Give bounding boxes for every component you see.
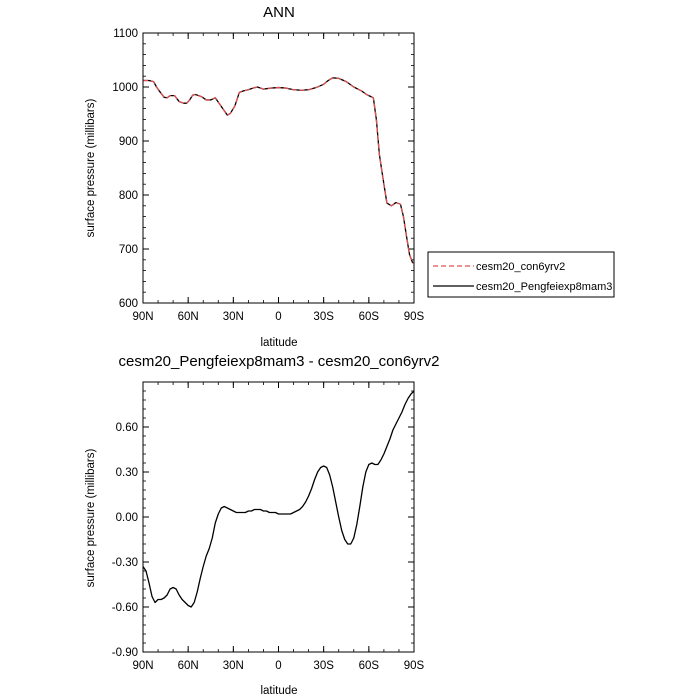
x-axis-label: latitude (260, 337, 297, 349)
plot-frame (142, 32, 415, 304)
x-tick-label: 90N (132, 311, 153, 323)
legend-label-control: cesm20_con6yrv2 (476, 261, 565, 273)
series-line-0 (142, 390, 415, 608)
pressure-chart: ANN surface pressure (millibars) latitud… (85, 4, 615, 349)
x-tick-label: 60S (359, 660, 380, 672)
y-tick-label: -0.60 (112, 602, 138, 614)
x-tick-label: 90N (132, 660, 153, 672)
minor-ticks (142, 32, 415, 304)
legend: cesm20_con6yrv2 cesm20_Pengfeiexp8mam3 (427, 251, 615, 298)
series-line-1 (143, 77, 415, 264)
x-tick-label: 60S (359, 311, 380, 323)
y-tick-label: 1000 (112, 82, 138, 94)
chart-title: ANN (263, 4, 295, 21)
x-tick-label: 30S (313, 311, 334, 323)
y-tick-label: 0.60 (116, 422, 138, 434)
y-axis-label: surface pressure (millibars) (85, 98, 97, 237)
x-tick-label: 30N (223, 660, 244, 672)
chart-title: cesm20_Pengfeiexp8mam3 - cesm20_con6yrv2 (119, 353, 440, 370)
x-tick-label: 90S (404, 311, 425, 323)
y-tick-label: 900 (119, 136, 138, 148)
y-tick-label: 0.30 (116, 467, 138, 479)
x-tick-label: 0 (275, 660, 281, 672)
y-tick-label: 1100 (113, 28, 138, 40)
legend-label-experiment: cesm20_Pengfeiexp8mam3 (476, 281, 612, 293)
difference-chart: cesm20_Pengfeiexp8mam3 - cesm20_con6yrv2… (85, 353, 440, 697)
x-tick-label: 30N (223, 311, 244, 323)
y-tick-label: 700 (119, 244, 138, 256)
x-tick-label: 30S (313, 660, 334, 672)
y-tick-label: 0.00 (116, 512, 138, 524)
x-tick-label: 60N (178, 660, 199, 672)
y-tick-label: 800 (119, 190, 138, 202)
x-tick-label: 60N (178, 311, 199, 323)
y-tick-label: 600 (119, 298, 138, 310)
series-line-0 (143, 77, 415, 264)
x-axis-label: latitude (260, 685, 297, 697)
plot-frame (142, 381, 415, 653)
x-tick-label: 90S (404, 660, 425, 672)
y-tick-label: -0.30 (112, 557, 138, 569)
x-tick-label: 0 (275, 311, 281, 323)
minor-ticks (142, 381, 415, 653)
legend-box (427, 251, 615, 298)
y-tick-label: -0.90 (112, 647, 138, 659)
y-axis-label: surface pressure (millibars) (85, 448, 97, 587)
